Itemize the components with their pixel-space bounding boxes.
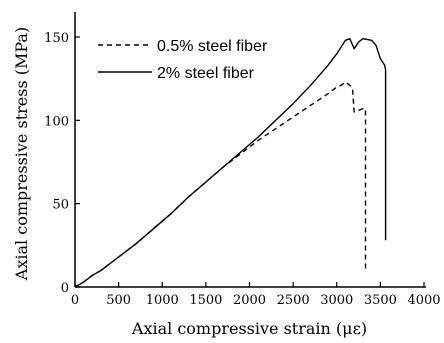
legend: 0.5% steel fiber 2% steel fiber xyxy=(98,38,268,82)
legend-label-0-5pct: 0.5% steel fiber xyxy=(157,38,268,55)
x-tick-label: 500 xyxy=(106,293,131,308)
x-tick-label: 2000 xyxy=(233,293,266,308)
x-tick-label: 4000 xyxy=(407,293,440,308)
y-tick-label: 100 xyxy=(44,114,69,129)
y-tick-label: 50 xyxy=(52,198,69,213)
series-layer xyxy=(74,38,387,288)
series-line-0 xyxy=(74,81,367,288)
legend-label-2pct: 2% steel fiber xyxy=(157,65,255,82)
axes xyxy=(74,12,426,288)
x-tick-label: 0 xyxy=(71,293,79,308)
series-line-1 xyxy=(74,38,387,288)
x-ticks: 0 500 1000 1500 2000 2500 3000 3500 4000 xyxy=(71,282,441,308)
x-tick-label: 2500 xyxy=(277,293,310,308)
x-tick-label: 3500 xyxy=(364,293,397,308)
x-tick-label: 1500 xyxy=(189,293,222,308)
y-tick-label: 0 xyxy=(61,281,69,296)
x-tick-label: 3000 xyxy=(320,293,353,308)
y-tick-label: 150 xyxy=(44,31,69,46)
y-axis-title: Axial compressive stress (MPa) xyxy=(12,27,31,281)
x-axis-title: Axial compressive strain (με) xyxy=(131,319,367,338)
x-tick-label: 1000 xyxy=(146,293,179,308)
